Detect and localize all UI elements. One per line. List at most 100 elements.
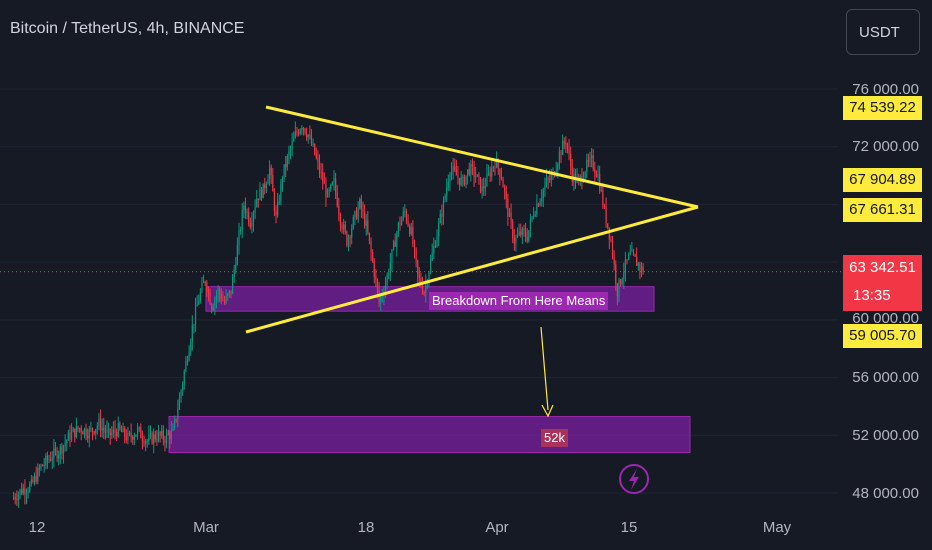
candle-body: [306, 133, 308, 138]
candle-body: [442, 200, 445, 217]
candle-body: [413, 244, 416, 249]
candle-body: [642, 266, 644, 272]
candle-body: [88, 429, 90, 439]
price-tag-lower-trendline: 59 005.70: [843, 324, 922, 348]
candle-body: [270, 167, 272, 176]
zone-label-target: 52k: [541, 429, 568, 447]
candle-body: [190, 341, 192, 352]
candle-body: [608, 227, 610, 240]
candle-body: [587, 160, 589, 162]
currency-button[interactable]: USDT: [846, 9, 920, 55]
candle-body: [301, 127, 303, 130]
candle-body: [394, 241, 396, 247]
candle-body: [505, 191, 507, 199]
candle-body: [489, 172, 491, 177]
candle-body: [122, 427, 124, 433]
candle-body: [157, 432, 160, 440]
candle-body: [304, 128, 306, 134]
lower-trendline: [245, 205, 699, 334]
candle-body: [549, 179, 551, 181]
candle-body: [529, 219, 532, 231]
candle-body: [568, 148, 570, 154]
candle-body: [164, 439, 166, 444]
candle-body: [570, 153, 572, 167]
candle-body: [79, 428, 81, 430]
candle-body: [502, 178, 504, 188]
candle-body: [396, 233, 398, 247]
candle-body: [288, 151, 290, 156]
candle-body: [420, 277, 422, 286]
candle-body: [259, 188, 261, 201]
candle-body: [138, 427, 140, 429]
candle-body: [56, 450, 58, 459]
candle-body: [101, 427, 103, 431]
candle-body: [563, 141, 565, 144]
candle-body: [241, 209, 243, 230]
candle-body: [80, 428, 82, 433]
candle-body: [215, 295, 218, 300]
candle-body: [516, 234, 519, 238]
time-axis-label: Mar: [193, 519, 219, 536]
candle-body: [434, 246, 437, 248]
candle-body: [373, 261, 375, 277]
candle-body: [127, 432, 129, 441]
candle-body: [222, 299, 224, 301]
candle-body: [391, 249, 393, 263]
candle-body: [404, 211, 406, 213]
candle-body: [108, 428, 110, 430]
candle-body: [362, 209, 364, 212]
candle-body: [281, 178, 284, 183]
candle-body: [199, 291, 201, 301]
candle-body: [230, 290, 232, 294]
candle-body: [558, 151, 560, 165]
candle-body: [405, 211, 408, 221]
candle-body: [632, 250, 635, 255]
price-axis-label: 48 000.00: [852, 485, 919, 502]
candle-body: [330, 184, 332, 190]
candle-body: [357, 207, 359, 219]
candle-body: [104, 430, 106, 433]
candle-body: [444, 195, 446, 201]
candle-body: [58, 454, 60, 459]
candle-body: [507, 198, 509, 217]
candle-body: [236, 245, 238, 265]
candle-body: [415, 248, 417, 261]
candle-body: [539, 201, 541, 206]
time-axis-label: 15: [621, 519, 638, 536]
candle-body: [61, 446, 63, 454]
price-tag-level-b: 67 661.31: [843, 198, 922, 222]
candle-body: [211, 304, 213, 311]
symbol-title[interactable]: Bitcoin / TetherUS, 4h, BINANCE: [10, 20, 245, 37]
candle-body: [613, 256, 615, 264]
candle-body: [252, 212, 255, 223]
candle-body: [557, 164, 559, 171]
candle-body: [499, 168, 501, 178]
candle-body: [219, 288, 221, 295]
candle-body: [14, 497, 16, 500]
lightning-icon[interactable]: [619, 464, 649, 494]
candle-body: [431, 253, 433, 261]
candle-body: [111, 432, 113, 436]
candle-body: [380, 296, 382, 303]
candle-body: [607, 223, 609, 228]
candle-body: [50, 459, 52, 461]
candle-body: [346, 231, 348, 246]
candle-body: [244, 205, 247, 214]
candle-body: [621, 279, 623, 285]
candle-body: [165, 433, 168, 444]
candle-body: [605, 206, 607, 224]
candle-body: [296, 131, 298, 133]
candle-body: [341, 225, 343, 230]
candle-body: [149, 433, 152, 436]
candle-body: [409, 225, 411, 235]
candle-body: [207, 291, 210, 293]
candle-body: [399, 222, 401, 226]
candle-body: [286, 155, 288, 168]
candle-body: [293, 137, 295, 142]
candle-body: [600, 190, 602, 192]
candle-body: [309, 135, 311, 137]
candle-body: [537, 204, 540, 206]
candle-body: [256, 198, 258, 207]
candle-body: [151, 433, 153, 444]
